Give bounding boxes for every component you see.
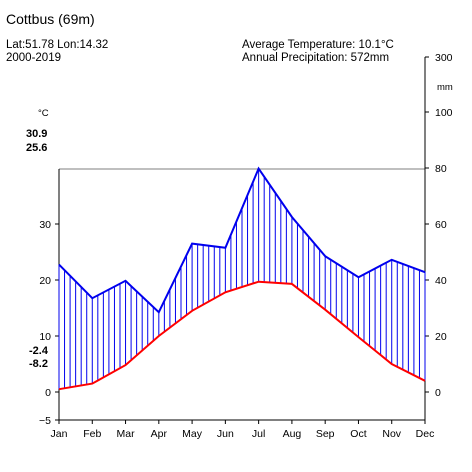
x-tick-label: Nov [382,428,401,440]
annotation-max-daily: 25.6 [26,142,47,154]
precipitation-hatching [58,168,426,390]
x-tick-label: May [182,428,203,440]
left-axis-unit: °C [38,108,49,119]
annotation-max-temp: 30.9 [26,128,47,140]
average-temperature-label: Average Temperature: 10.1°C [242,39,394,51]
period-label: 2000-2019 [6,52,61,64]
x-axis-ticks: Jan Feb Mar Apr May Jun Jul Aug Sep Oct Nov Dec [51,420,435,440]
x-tick-label: Jan [51,428,68,440]
left-axis-ticks: −5 0 10 20 30 [39,219,59,427]
x-tick-label: Apr [151,428,168,440]
right-tick-label: 40 [435,275,447,287]
x-tick-label: Aug [283,428,302,440]
annotation-min-temp: -8.2 [29,358,48,370]
x-tick-label: Jun [217,428,234,440]
right-tick-label: 100 [435,107,453,119]
x-tick-label: Sep [316,428,335,440]
temperature-line [58,280,426,391]
right-tick-label: 300 [435,52,453,64]
x-tick-label: Jul [252,428,265,440]
coordinates-label: Lat:51.78 Lon:14.32 [6,39,108,51]
annual-precipitation-label: Annual Precipitation: 572mm [242,52,389,64]
right-tick-label: 0 [435,387,441,399]
right-tick-label: 20 [435,331,447,343]
left-tick-label: −5 [39,415,51,427]
left-tick-label: 30 [39,219,51,231]
x-tick-label: Mar [116,428,135,440]
right-axis-ticks: 0 20 40 60 80 100 300 [425,52,453,399]
annotation-min-daily: -2.4 [29,345,49,357]
x-tick-label: Feb [83,428,101,440]
left-tick-label: 0 [45,387,51,399]
left-tick-label: 10 [39,331,51,343]
chart-title: Cottbus (69m) [6,11,95,27]
right-tick-label: 80 [435,163,447,175]
precipitation-line [58,166,426,314]
x-tick-label: Dec [416,428,435,440]
left-tick-label: 20 [39,275,51,287]
right-tick-label: 60 [435,219,447,231]
right-axis-unit: mm [437,82,453,93]
x-tick-label: Oct [350,428,366,440]
